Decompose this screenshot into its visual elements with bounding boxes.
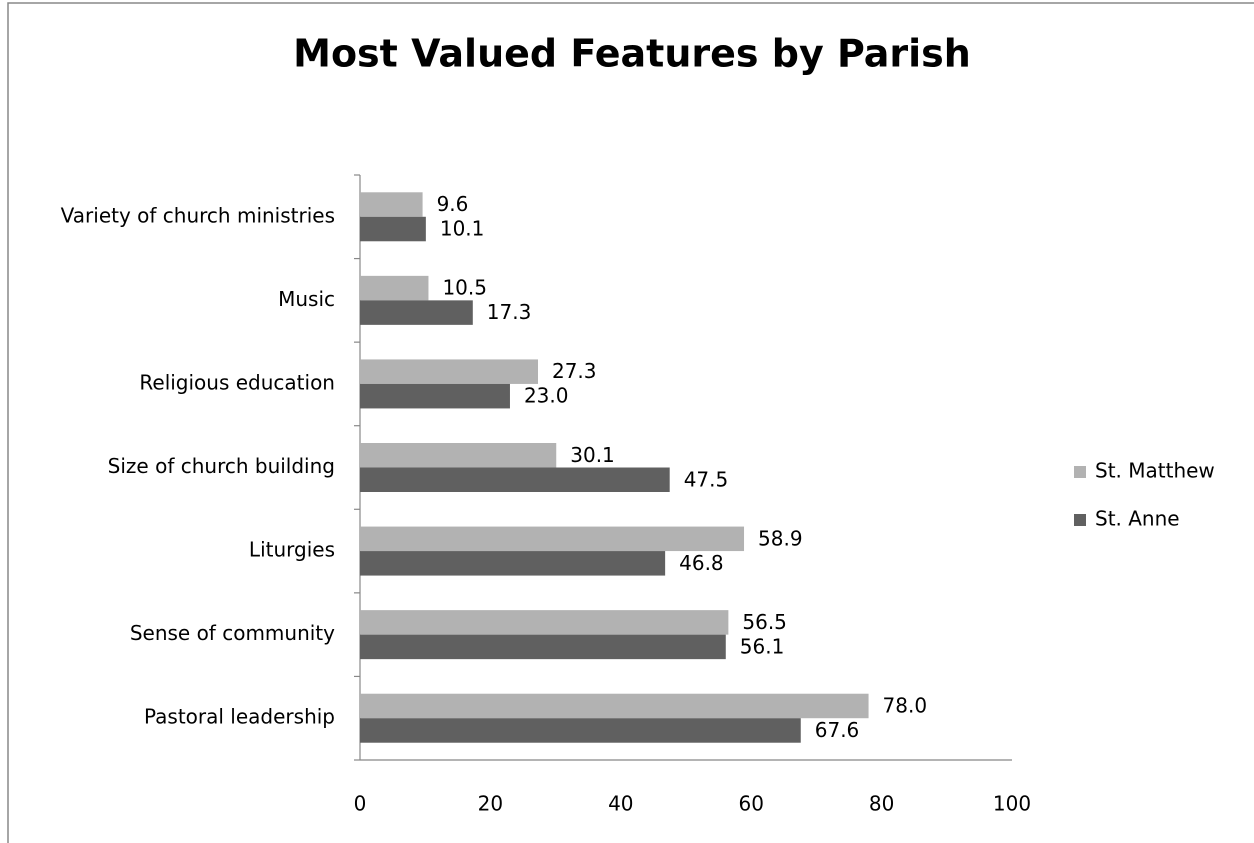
bar <box>360 275 429 301</box>
chart-title: Most Valued Features by Parish <box>293 32 971 76</box>
value-label: 56.1 <box>740 634 785 658</box>
x-tick-label: 100 <box>993 792 1031 816</box>
value-label: 17.3 <box>487 300 532 324</box>
bar <box>360 526 745 552</box>
bar <box>360 443 557 468</box>
bar <box>360 359 538 384</box>
value-label: 30.1 <box>570 443 615 467</box>
y-tick-label: Religious education <box>139 370 335 394</box>
legend-swatch <box>1074 514 1086 526</box>
bar <box>360 610 729 635</box>
bar <box>360 300 473 325</box>
x-tick-label: 0 <box>354 792 367 816</box>
bar <box>360 216 426 242</box>
value-label: 10.5 <box>442 276 487 300</box>
value-label: 9.6 <box>437 192 469 216</box>
bar <box>360 634 726 660</box>
value-label: 58.9 <box>758 526 803 550</box>
bar <box>360 693 869 719</box>
bar <box>360 383 510 409</box>
y-tick-label: Music <box>278 287 335 311</box>
legend-label: St. Matthew <box>1095 459 1215 483</box>
value-label: 27.3 <box>552 359 597 383</box>
value-label: 10.1 <box>440 217 485 241</box>
frame <box>7 2 1254 843</box>
y-tick-label: Sense of community <box>130 621 335 645</box>
bar <box>360 551 666 576</box>
value-label: 67.6 <box>815 718 860 742</box>
y-tick-label: Variety of church ministries <box>61 203 335 227</box>
y-tick-label: Liturgies <box>249 538 335 562</box>
x-tick-label: 40 <box>608 792 633 816</box>
value-label: 46.8 <box>679 551 724 575</box>
value-label: 56.5 <box>742 610 787 634</box>
y-tick-label: Pastoral leadership <box>144 705 335 729</box>
value-label: 78.0 <box>883 693 928 717</box>
x-tick-label: 80 <box>869 792 894 816</box>
legend-swatch <box>1074 466 1086 478</box>
value-label: 23.0 <box>524 384 569 408</box>
bar <box>360 192 423 217</box>
x-tick-label: 60 <box>738 792 763 816</box>
y-tick-label: Size of church building <box>108 454 335 478</box>
bar <box>360 467 670 492</box>
bar <box>360 718 801 743</box>
value-label: 47.5 <box>684 467 729 491</box>
x-tick-label: 20 <box>478 792 503 816</box>
legend-label: St. Anne <box>1095 507 1180 531</box>
